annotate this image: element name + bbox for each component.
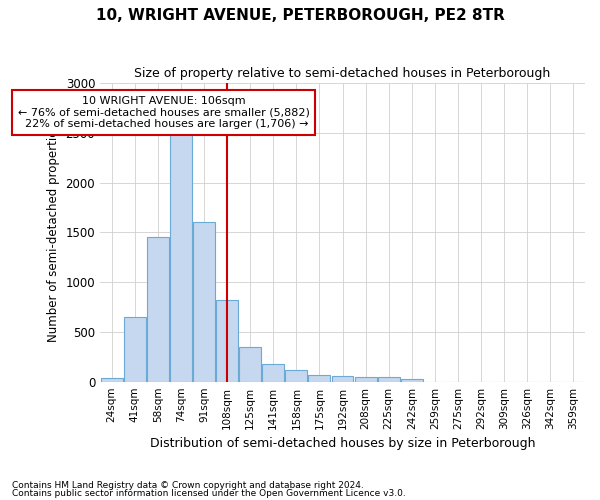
Y-axis label: Number of semi-detached properties: Number of semi-detached properties	[47, 123, 60, 342]
Bar	[170, 133, 192, 382]
Bar	[193, 222, 215, 382]
Text: 10 WRIGHT AVENUE: 106sqm
← 76% of semi-detached houses are smaller (5,882)
  22%: 10 WRIGHT AVENUE: 106sqm ← 76% of semi-d…	[17, 96, 310, 129]
Bar	[355, 376, 377, 382]
Bar	[308, 375, 331, 382]
Bar	[101, 378, 122, 382]
Bar	[147, 238, 169, 382]
Bar	[286, 370, 307, 382]
Bar	[401, 379, 423, 382]
Text: 10, WRIGHT AVENUE, PETERBOROUGH, PE2 8TR: 10, WRIGHT AVENUE, PETERBOROUGH, PE2 8TR	[95, 8, 505, 22]
Text: Contains public sector information licensed under the Open Government Licence v3: Contains public sector information licen…	[12, 488, 406, 498]
Text: Contains HM Land Registry data © Crown copyright and database right 2024.: Contains HM Land Registry data © Crown c…	[12, 481, 364, 490]
Bar	[124, 317, 146, 382]
Title: Size of property relative to semi-detached houses in Peterborough: Size of property relative to semi-detach…	[134, 68, 551, 80]
Bar	[262, 364, 284, 382]
Bar	[332, 376, 353, 382]
Bar	[216, 300, 238, 382]
Bar	[239, 347, 261, 382]
Bar	[378, 376, 400, 382]
X-axis label: Distribution of semi-detached houses by size in Peterborough: Distribution of semi-detached houses by …	[150, 437, 535, 450]
